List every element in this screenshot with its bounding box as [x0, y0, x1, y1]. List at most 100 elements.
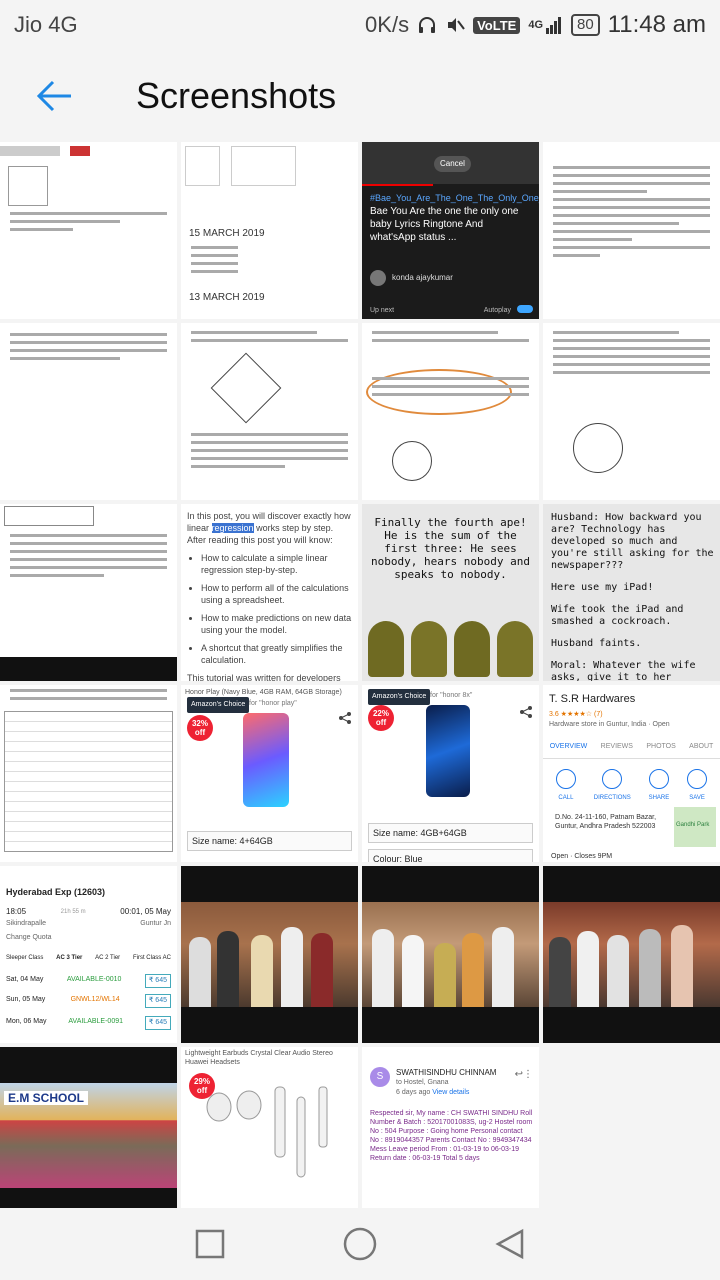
article-bullet: A shortcut that greatly simplifies the c… [201, 642, 352, 666]
thumbnail-11[interactable]: Finally the fourth ape! He is the sum of… [362, 504, 539, 681]
directions-label: DIRECTIONS [593, 795, 631, 801]
more-options-icon[interactable]: ⋮ [523, 1069, 533, 1080]
fare-button[interactable]: ₹ 645 [144, 1016, 171, 1030]
reply-icon[interactable]: ↩ [514, 1069, 523, 1080]
network-speed: 0K/s [365, 12, 410, 37]
autoplay-toggle[interactable] [517, 305, 533, 313]
video-title: Bae You Are the one the only one baby Ly… [370, 206, 519, 243]
email-time: 6 days ago [396, 1089, 431, 1096]
fare-button[interactable]: ₹ 645 [144, 974, 171, 988]
map-label: Gandhi Park [676, 822, 710, 828]
recipient-label: to Hostel, Gnana [396, 1079, 449, 1086]
thumbnail-2[interactable]: 15 MARCH 2019 13 MARCH 2019 [181, 142, 358, 319]
search-term: for "honor 8x" [430, 692, 473, 699]
thumbnail-8[interactable] [543, 323, 720, 500]
share-button[interactable]: SHARE [648, 769, 670, 804]
availability-row[interactable]: Sat, 04 May AVAILABLE-0010 ₹ 645 [6, 974, 171, 988]
thumbnail-20[interactable] [543, 866, 720, 1043]
change-quota-link[interactable]: Change Quota [6, 934, 52, 941]
fare-button[interactable]: ₹ 645 [144, 994, 171, 1008]
amazons-choice-tag: Amazon's Choice [187, 697, 250, 713]
call-button[interactable]: CALL [555, 769, 576, 804]
thumbnail-12[interactable]: Husband: How backward you are? Technolog… [543, 504, 720, 681]
recents-button[interactable] [190, 1224, 230, 1264]
thumbnail-4[interactable] [543, 142, 720, 319]
screenshot-grid: 15 MARCH 2019 13 MARCH 2019 Cancel #Bae_… [0, 142, 720, 1208]
class-option[interactable]: AC 3 Tier [56, 955, 83, 961]
tab-photos[interactable]: PHOTOS [646, 743, 676, 750]
joke-line: Husband: How backward you are? Technolog… [551, 512, 714, 571]
share-label: SHARE [648, 795, 670, 801]
sender-avatar: S [370, 1067, 390, 1087]
thumbnail-14[interactable]: Honor Play (Navy Blue, 4GB RAM, 64GB Sto… [181, 685, 358, 862]
thumbnail-3[interactable]: Cancel #Bae_You_Are_The_One_The_Only_One… [362, 142, 539, 319]
article-intro: In this post, you will discover exactly … [187, 511, 351, 533]
empty-cell [543, 1047, 720, 1208]
thumbnail-23[interactable]: S SWATHISINDHU CHINNAM to Hostel, Gnana … [362, 1047, 539, 1208]
date-label: 15 MARCH 2019 [189, 228, 265, 239]
article-footer: This tutorial was written for developers… [187, 673, 341, 681]
availability-row[interactable]: Sun, 05 May GNWL12/WL14 ₹ 645 [6, 994, 171, 1008]
channel-name: konda ajaykumar [392, 273, 453, 282]
map-thumbnail[interactable]: Gandhi Park [674, 807, 716, 847]
joke-line: Husband faints. [551, 638, 642, 649]
journey-duration: 21h 55 m [60, 909, 86, 915]
thumbnail-9[interactable] [0, 504, 177, 681]
place-actions: CALL DIRECTIONS SHARE SAVE [547, 769, 716, 804]
arrival-time: 00:01, 05 May [120, 907, 171, 916]
share-icon[interactable] [519, 705, 533, 719]
class-option[interactable]: First Class AC [132, 955, 171, 961]
thumbnail-22[interactable]: Lightweight Earbuds Crystal Clear Audio … [181, 1047, 358, 1208]
ape-caption: Finally the fourth ape! He is the sum of… [371, 516, 530, 581]
tab-about[interactable]: ABOUT [689, 743, 714, 750]
thumbnail-21[interactable]: E.M SCHOOL [0, 1047, 177, 1208]
thumbnail-5[interactable] [0, 323, 177, 500]
to-station: Guntur Jn [140, 920, 171, 927]
colour-selector[interactable]: Colour: Blue [368, 849, 533, 862]
class-option[interactable]: Sleeper Class [6, 955, 44, 961]
availability-date: Sat, 04 May [6, 976, 44, 983]
train-name: Hyderabad Exp (12603) [6, 887, 106, 897]
size-selector[interactable]: Size name: 4GB+64GB [368, 823, 533, 843]
call-label: CALL [558, 795, 574, 801]
tab-overview[interactable]: OVERVIEW [549, 743, 588, 750]
channel-avatar [370, 270, 386, 286]
thumbnail-10[interactable]: In this post, you will discover exactly … [181, 504, 358, 681]
date-label: 13 MARCH 2019 [189, 292, 265, 303]
thumbnail-17[interactable]: Hyderabad Exp (12603) 18:05 21h 55 m 00:… [0, 866, 177, 1043]
phone-image [243, 713, 289, 807]
availability-status: GNWL12/WL14 [70, 996, 120, 1003]
clock: 11:48 am [607, 11, 706, 38]
share-icon [648, 769, 669, 789]
earphones-image [206, 1086, 328, 1178]
availability-date: Sun, 05 May [6, 996, 46, 1003]
thumbnail-6[interactable] [181, 323, 358, 500]
availability-row[interactable]: Mon, 06 May AVAILABLE-0091 ₹ 645 [6, 1016, 171, 1030]
up-next-label: Up next [370, 307, 395, 314]
phone-image [426, 705, 470, 797]
class-option[interactable]: AC 2 Tier [95, 955, 121, 961]
thumbnail-15[interactable]: Amazon's Choice for "honor 8x" 22% off S… [362, 685, 539, 862]
share-icon[interactable] [338, 711, 352, 725]
back-button[interactable] [0, 50, 110, 142]
save-button[interactable]: SAVE [687, 769, 708, 804]
size-selector[interactable]: Size name: 4+64GB [187, 831, 352, 851]
thumbnail-19[interactable] [362, 866, 539, 1043]
home-button[interactable] [340, 1224, 380, 1264]
thumbnail-13[interactable] [0, 685, 177, 862]
mute-icon [445, 15, 465, 35]
sender-name: SWATHISINDHU CHINNAM [396, 1068, 497, 1077]
cancel-button[interactable]: Cancel [434, 156, 471, 172]
thumbnail-18[interactable] [181, 866, 358, 1043]
directions-button[interactable]: DIRECTIONS [594, 769, 631, 804]
group-photo [362, 902, 539, 1007]
system-back-button[interactable] [490, 1224, 530, 1264]
departure-time: 18:05 [6, 907, 27, 916]
view-details-link[interactable]: View details [432, 1089, 470, 1096]
thumbnail-16[interactable]: T. S.R Hardwares 3.6 ★★★★☆ (7) Hardware … [543, 685, 720, 862]
discount-badge: 32% off [187, 715, 213, 741]
business-rating: 3.6 ★★★★☆ (7) [549, 711, 603, 718]
thumbnail-7[interactable] [362, 323, 539, 500]
tab-reviews[interactable]: REVIEWS [600, 743, 633, 750]
thumbnail-1[interactable] [0, 142, 177, 319]
